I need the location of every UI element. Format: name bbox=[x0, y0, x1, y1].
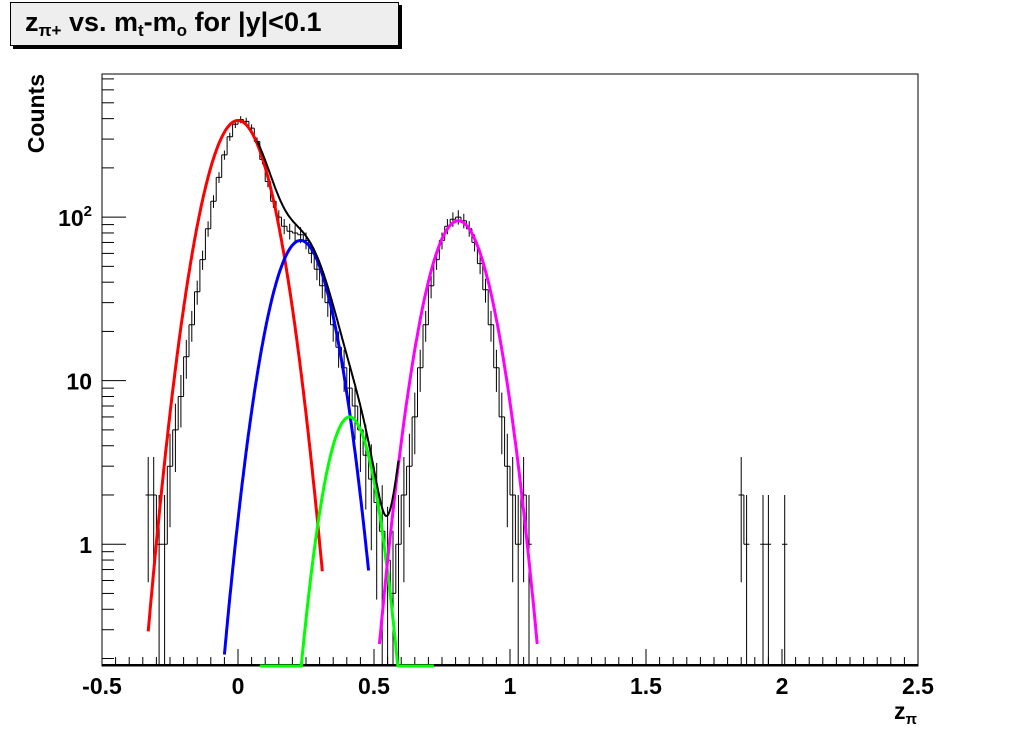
x-tick-label: 0 bbox=[232, 673, 245, 699]
y-tick-label: 1 bbox=[79, 532, 92, 558]
histogram-steps bbox=[145, 116, 788, 666]
x-tick-label: 1.5 bbox=[630, 673, 662, 699]
y-tick-label: 102 bbox=[58, 203, 92, 231]
fit-curve-2 bbox=[222, 238, 371, 655]
title-sub-2: t bbox=[138, 21, 144, 40]
chart-title-box: zπ+ vs. mt-mo for |y|<0.1 bbox=[10, 2, 399, 46]
x-tick-label: -0.5 bbox=[82, 673, 122, 699]
x-tick-label: 2.5 bbox=[902, 673, 934, 699]
x-axis-label: zπ bbox=[894, 698, 918, 728]
x-axis-label-main: z bbox=[894, 698, 906, 724]
y-tick-label: 10 bbox=[66, 369, 92, 395]
y-axis-label: Counts bbox=[23, 74, 49, 153]
x-tick-label: 1 bbox=[504, 673, 517, 699]
title-sub-1: π+ bbox=[38, 21, 62, 40]
histogram bbox=[102, 116, 918, 666]
title-part-4: for |y|<0.1 bbox=[187, 7, 322, 37]
x-tick-label: 0.5 bbox=[358, 673, 390, 699]
fit-curve-4 bbox=[377, 219, 539, 645]
x-tick-label: 2 bbox=[776, 673, 789, 699]
title-part-3: -m bbox=[143, 7, 177, 37]
title-part-2: vs. m bbox=[61, 7, 138, 37]
fit-curves bbox=[146, 118, 539, 668]
axis-ticks bbox=[101, 78, 919, 666]
fit-curve-3 bbox=[259, 415, 434, 668]
fit-curve-1 bbox=[146, 118, 324, 632]
plot-frame bbox=[101, 73, 919, 667]
x-axis-label-sub: π bbox=[906, 711, 918, 728]
title-sub-3: o bbox=[176, 21, 188, 40]
title-part-1: z bbox=[25, 7, 39, 37]
chart-title: zπ+ vs. mt-mo for |y|<0.1 bbox=[25, 7, 321, 41]
tick-labels: -0.5 0 0.5 1 1.5 2 2.5 1 10 102 bbox=[58, 203, 934, 699]
fit-curve-total bbox=[256, 140, 400, 518]
